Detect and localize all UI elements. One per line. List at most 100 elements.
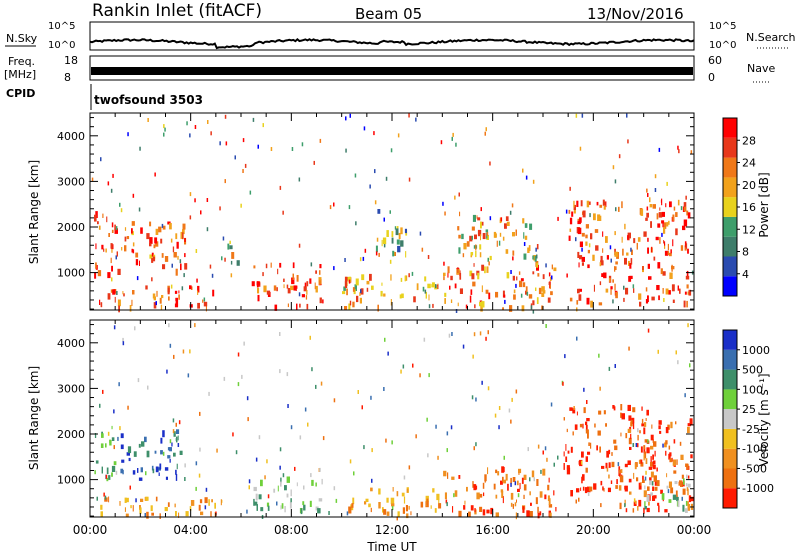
echo-cell: [530, 305, 533, 310]
echo-cell: [657, 502, 660, 506]
colorbar-swatch: [723, 177, 737, 198]
echo-cell: [359, 292, 361, 296]
echo-cell: [162, 264, 166, 270]
echo-cell: [512, 250, 515, 256]
echo-cell: [349, 459, 352, 464]
echo-cell: [154, 237, 158, 244]
echo-cell: [690, 150, 693, 155]
echo-cell: [575, 237, 577, 242]
echo-cell: [512, 232, 515, 237]
echo-cell: [277, 485, 279, 492]
echo-cell: [517, 493, 520, 498]
echo-cell: [614, 231, 616, 236]
echo-cell: [522, 168, 524, 173]
echo-cell: [151, 465, 154, 471]
echo-cell: [669, 458, 672, 463]
echo-cell: [314, 282, 316, 290]
echo-cell: [101, 466, 103, 474]
echo-cell: [422, 286, 425, 292]
echo-cell: [670, 487, 674, 494]
echo-cell: [473, 263, 475, 267]
echo-cell: [643, 447, 646, 454]
echo-cell: [419, 373, 421, 378]
echo-cell: [651, 481, 654, 486]
echo-cell: [632, 420, 634, 425]
echo-cell: [408, 505, 410, 510]
echo-cell: [627, 232, 631, 239]
echo-cell: [256, 281, 260, 286]
echo-cell: [475, 250, 477, 258]
echo-cell: [659, 237, 661, 244]
echo-cell: [234, 155, 236, 160]
echo-cell: [536, 262, 538, 268]
echo-cell: [618, 466, 621, 471]
echo-cell: [647, 439, 649, 444]
echo-cell: [211, 273, 214, 278]
echo-cell: [255, 493, 258, 501]
echo-cell: [304, 407, 307, 412]
echo-cell: [138, 443, 141, 448]
echo-cell: [665, 450, 667, 456]
echo-cell: [529, 491, 531, 496]
echo-cell: [311, 479, 314, 486]
echo-cell: [507, 483, 509, 491]
echo-cell: [673, 470, 677, 474]
echo-cell: [534, 255, 537, 262]
echo-cell: [502, 307, 504, 311]
echo-cell: [653, 441, 657, 447]
echo-cell: [666, 473, 668, 478]
echo-cell: [499, 219, 501, 224]
echo-cell: [598, 410, 602, 415]
echo-cell: [162, 430, 165, 438]
echo-cell: [675, 212, 678, 217]
echo-cell: [516, 276, 518, 281]
echo-cell: [145, 285, 148, 290]
x-tick-label: 00:00: [677, 523, 712, 537]
echo-cell: [457, 267, 459, 273]
echo-cell: [658, 212, 663, 218]
echo-cell: [573, 200, 575, 208]
echo-cell: [427, 453, 429, 458]
echo-cell: [485, 229, 489, 233]
echo-cell: [503, 455, 505, 460]
echo-cell: [413, 296, 416, 303]
echo-cell: [645, 470, 647, 475]
echo-cell: [198, 504, 201, 511]
echo-cell: [553, 267, 557, 272]
echo-cell: [167, 221, 171, 225]
echo-cell: [381, 282, 383, 286]
echo-cell: [293, 285, 297, 291]
echo-cell: [610, 258, 612, 263]
echo-cell: [159, 513, 161, 519]
echo-cell: [676, 496, 679, 502]
echo-cell: [304, 282, 307, 287]
echo-cell: [99, 403, 101, 408]
echo-cell: [488, 261, 490, 266]
echo-cell: [654, 174, 657, 179]
echo-cell: [421, 247, 424, 252]
echo-cell: [345, 116, 347, 121]
echo-cell: [363, 445, 365, 450]
echo-cell: [132, 249, 135, 254]
echo-cell: [644, 506, 647, 510]
echo-cell: [596, 445, 598, 451]
echo-cell: [160, 450, 163, 455]
echo-cell: [177, 443, 180, 447]
echo-cell: [305, 295, 308, 300]
echo-cell: [319, 138, 322, 143]
echo-cell: [235, 450, 238, 455]
echo-cell: [360, 289, 362, 294]
echo-cell: [606, 255, 609, 260]
echo-cell: [500, 217, 503, 222]
echo-cell: [576, 411, 578, 416]
date-label: 13/Nov/2016: [587, 5, 684, 23]
echo-cell: [667, 489, 670, 494]
echo-cell: [396, 239, 400, 245]
echo-cell: [446, 502, 448, 507]
echo-cell: [369, 273, 372, 281]
echo-cell: [282, 210, 284, 215]
echo-cell: [391, 237, 394, 244]
echo-cell: [685, 195, 687, 200]
echo-cell: [435, 424, 437, 429]
